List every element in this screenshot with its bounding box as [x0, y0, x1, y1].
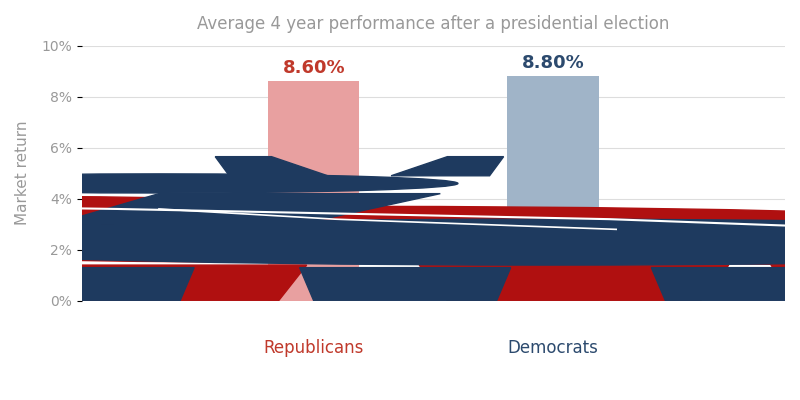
- Ellipse shape: [0, 219, 800, 265]
- Polygon shape: [0, 265, 306, 301]
- Polygon shape: [0, 268, 194, 301]
- Text: 8.80%: 8.80%: [522, 54, 584, 72]
- Ellipse shape: [686, 227, 800, 268]
- Bar: [507, 76, 598, 301]
- Ellipse shape: [0, 196, 398, 227]
- Polygon shape: [419, 265, 729, 301]
- Ellipse shape: [398, 214, 800, 265]
- Ellipse shape: [0, 182, 71, 192]
- Polygon shape: [54, 194, 440, 224]
- Title: Average 4 year performance after a presidential election: Average 4 year performance after a presi…: [197, 15, 670, 33]
- Y-axis label: Market return: Market return: [15, 121, 30, 226]
- Ellipse shape: [0, 174, 458, 193]
- Text: Democrats: Democrats: [507, 339, 598, 357]
- Polygon shape: [300, 268, 510, 301]
- Bar: [268, 81, 359, 301]
- Polygon shape: [771, 265, 800, 301]
- Text: 8.60%: 8.60%: [282, 59, 345, 77]
- Polygon shape: [651, 268, 800, 301]
- Text: Republicans: Republicans: [263, 339, 364, 357]
- Polygon shape: [391, 157, 504, 176]
- Polygon shape: [215, 157, 328, 176]
- Ellipse shape: [0, 206, 800, 262]
